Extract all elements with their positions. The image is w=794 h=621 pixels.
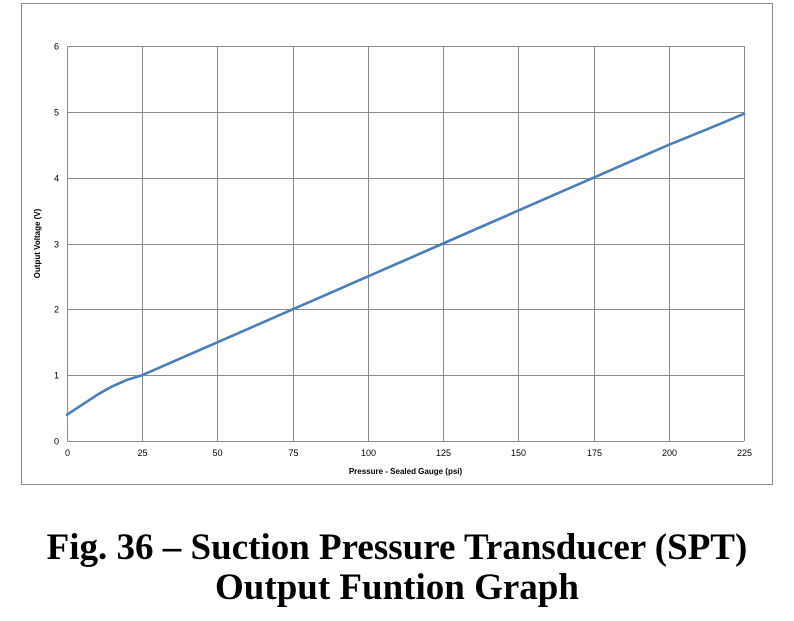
x-axis-title: Pressure - Sealed Gauge (psi) bbox=[349, 467, 463, 476]
y-tick-label-5: 5 bbox=[54, 108, 59, 118]
chart-frame: 0 1 2 3 4 5 6 0 25 50 75 100 125 150 175 200 225 Pressur… bbox=[21, 3, 773, 485]
y-tick-label-4: 4 bbox=[54, 174, 59, 184]
x-tick-label-8: 200 bbox=[662, 448, 677, 458]
y-tick-label-3: 3 bbox=[54, 240, 59, 250]
y-tick-label-6: 6 bbox=[54, 42, 59, 52]
caption-line-1: Fig. 36 – Suction Pressure Transducer (S… bbox=[46, 527, 748, 568]
series-line-0 bbox=[65, 112, 746, 416]
x-tick-label-6: 150 bbox=[511, 448, 526, 458]
y-tick-label-2: 2 bbox=[54, 305, 59, 315]
x-tick-label-4: 100 bbox=[361, 448, 376, 458]
series-layer bbox=[65, 112, 746, 416]
x-tick-label-7: 175 bbox=[587, 448, 602, 458]
y-axis-title: Output Voltage (V) bbox=[33, 208, 42, 278]
x-tick-label-1: 25 bbox=[137, 448, 147, 458]
x-tick-label-5: 125 bbox=[436, 448, 451, 458]
grid-layer bbox=[67, 46, 745, 442]
y-tick-label-1: 1 bbox=[54, 371, 59, 381]
figure-caption: Fig. 36 – Suction Pressure Transducer (S… bbox=[0, 528, 794, 608]
x-tick-label-3: 75 bbox=[288, 448, 298, 458]
caption-line-2: Output Funtion Graph bbox=[215, 567, 579, 608]
line-chart: 0 1 2 3 4 5 6 0 25 50 75 100 125 150 175 200 225 Pressur… bbox=[33, 42, 752, 477]
tick-labels: 0 1 2 3 4 5 6 0 25 50 75 100 125 150 175 200 225 bbox=[54, 42, 752, 459]
x-tick-label-2: 50 bbox=[212, 448, 222, 458]
y-tick-label-0: 0 bbox=[54, 437, 59, 447]
x-tick-label-0: 0 bbox=[65, 448, 70, 458]
x-tick-label-9: 225 bbox=[737, 448, 752, 458]
